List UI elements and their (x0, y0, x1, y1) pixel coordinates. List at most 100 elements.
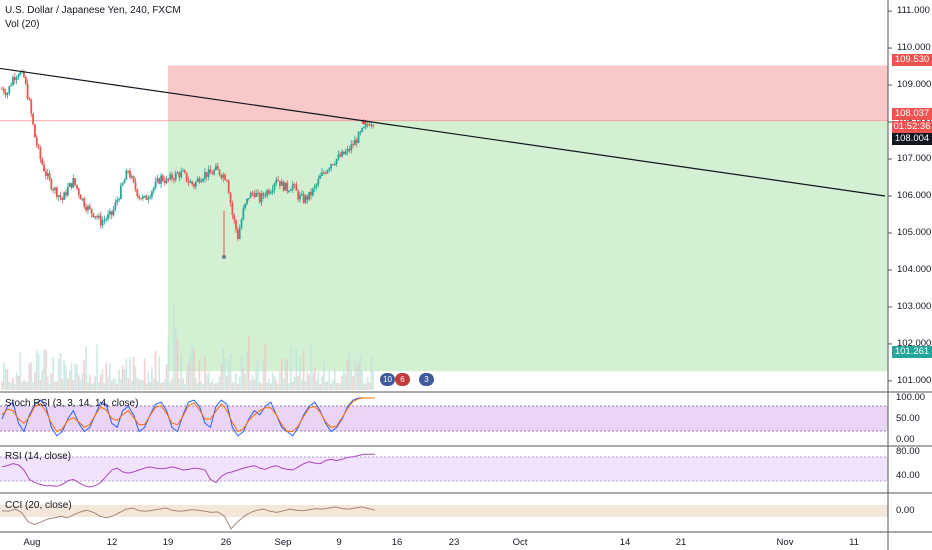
cci-label[interactable]: CCI (20, close) (5, 500, 72, 511)
volume-bar (277, 383, 279, 390)
candle-body (216, 165, 219, 170)
volume-bar (116, 383, 118, 390)
candle-body (244, 203, 247, 209)
volume-bar (167, 337, 170, 390)
candle-body (204, 172, 206, 179)
volume-bar (202, 383, 204, 390)
candle-body (55, 187, 58, 197)
candle-body (140, 198, 142, 200)
x-label-sep: Sep (274, 537, 292, 548)
volume-bar (98, 382, 100, 390)
event-flag-us[interactable]: 10 (380, 373, 395, 386)
volume-bar (253, 379, 256, 390)
price-tick: 103.000 (897, 300, 932, 312)
volume-indicator-label[interactable]: Vol (20) (5, 19, 40, 30)
candle-body (341, 151, 343, 157)
volume-bar (319, 383, 321, 390)
volume-bar (72, 379, 75, 390)
rsi-label[interactable]: RSI (14, close) (5, 451, 72, 462)
x-label-14: 14 (619, 537, 631, 548)
volume-bar (83, 359, 86, 390)
volume-bar (359, 354, 362, 390)
volume-bar (352, 376, 354, 390)
candle-body (191, 181, 194, 185)
candle-body (333, 163, 336, 165)
volume-bar (61, 378, 64, 390)
x-label-oct: Oct (512, 537, 528, 548)
volume-bar (189, 354, 192, 390)
candle-body (24, 77, 27, 84)
volume-bar (96, 344, 98, 390)
candle-body (110, 211, 113, 216)
candle-body (162, 175, 164, 181)
candle-body (183, 170, 186, 173)
candle-body (194, 181, 197, 187)
volume-bar (76, 364, 78, 390)
candle-body (46, 173, 49, 176)
last-price-tag: 108.004 (892, 133, 932, 145)
volume-bar (313, 367, 316, 390)
candle-body (32, 113, 34, 125)
candle-body (249, 192, 252, 198)
volume-bar (1, 381, 3, 390)
volume-bar (286, 359, 289, 390)
candle-body (218, 169, 221, 175)
x-label-19: 19 (162, 537, 174, 548)
cci-line (1, 506, 376, 530)
candle-body (253, 193, 256, 197)
candle-body (12, 77, 14, 86)
volume-bar (67, 378, 69, 390)
candle-body (306, 195, 309, 200)
candle-body (87, 206, 89, 211)
candle-body (85, 207, 88, 211)
candle-body (174, 172, 177, 180)
candle-body (1, 88, 3, 90)
volume-bar (112, 378, 115, 390)
countdown-tag: 01:52:36 (892, 121, 932, 133)
volume-bar (275, 380, 278, 390)
volume-bar (28, 363, 31, 390)
candle-body (202, 178, 205, 181)
volume-bar (184, 383, 186, 390)
candle-body (198, 178, 201, 183)
event-flag-us-2[interactable]: 3 (419, 373, 434, 386)
candle-body (366, 123, 369, 125)
stoch-rsi-label[interactable]: Stoch RSI (3, 3, 14, 14, close) (5, 398, 139, 409)
candle-body (242, 208, 245, 220)
volume-bar (196, 383, 199, 390)
candle-body (357, 132, 360, 144)
candle-body (322, 172, 325, 174)
volume-bar (372, 369, 374, 390)
x-label-11: 11 (849, 537, 859, 548)
candle-body (96, 216, 98, 218)
candle-body (222, 174, 225, 178)
candle-body (353, 139, 356, 146)
candle-body (255, 192, 258, 197)
candle-body (48, 173, 51, 179)
volume-bar (361, 370, 364, 390)
volume-bar (114, 379, 117, 390)
candle-body (185, 172, 188, 182)
volume-bar (19, 352, 22, 390)
volume-bar (185, 371, 188, 390)
volume-bar (365, 383, 367, 390)
candle-body (335, 158, 338, 164)
rsi-band (0, 457, 888, 481)
candle-body (52, 189, 55, 191)
event-flag-jp[interactable]: 6 (395, 373, 410, 386)
volume-bar (315, 380, 318, 390)
candle-body (98, 215, 100, 218)
candle-body (268, 190, 270, 194)
candle-body (326, 170, 329, 174)
volume-bar (158, 356, 161, 390)
volume-bar (182, 378, 184, 390)
volume-bar (244, 373, 246, 390)
candle-body (107, 214, 109, 219)
candle-body (200, 180, 203, 183)
candle-body (35, 137, 38, 146)
candle-body (330, 164, 333, 169)
volume-bar (107, 376, 109, 390)
volume-bar (163, 379, 166, 390)
volume-bar (50, 373, 53, 390)
